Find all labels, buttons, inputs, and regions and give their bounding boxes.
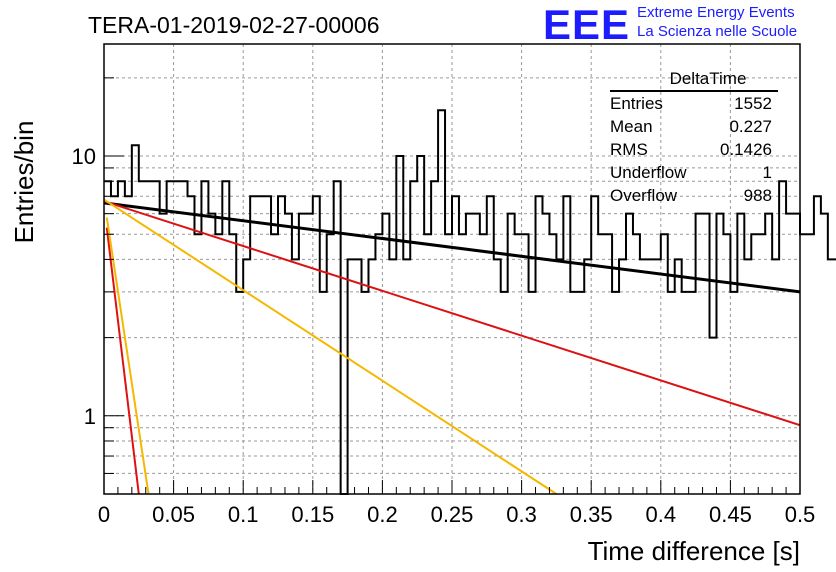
axis-ticks <box>103 77 801 495</box>
y-axis-label: Entries/bin <box>9 121 39 244</box>
stats-value: 1552 <box>734 94 772 113</box>
x-tick-label: 0.4 <box>646 502 677 527</box>
x-tick-label: 0.05 <box>152 502 195 527</box>
x-tick-label: 0.45 <box>709 502 752 527</box>
logo-caption: Extreme Energy Events La Scienza nelle S… <box>637 3 797 41</box>
x-tick-label: 0.2 <box>367 502 398 527</box>
fit-curves <box>103 198 801 495</box>
x-tick-label: 0 <box>98 502 110 527</box>
x-tick-labels: 0 0.05 0.1 0.15 0.2 0.25 0.3 0.35 0.4 0.45 0.5 <box>98 502 815 527</box>
logo-caption-line1: Extreme Energy Events <box>637 4 795 21</box>
logo-caption-line2: La Scienza nelle Scuole <box>637 23 798 40</box>
chart-title: TERA-01-2019-02-27-00006 <box>88 12 380 38</box>
stats-row-mean: Mean 0.227 <box>610 115 778 138</box>
histogram <box>104 109 836 495</box>
fit-line <box>105 227 140 495</box>
histogram-steps <box>104 109 836 495</box>
stats-key: Overflow <box>610 186 678 205</box>
y-tick-label: 10 <box>72 144 96 169</box>
stats-value: 988 <box>743 186 772 205</box>
stats-row-overflow: Overflow 988 <box>610 184 778 207</box>
stats-key: RMS <box>610 140 648 159</box>
x-tick-label: 0.1 <box>228 502 259 527</box>
x-tick-label: 0.5 <box>785 502 816 527</box>
fit-line <box>105 217 150 495</box>
x-tick-label: 0.25 <box>431 502 474 527</box>
y-tick-label: 1 <box>84 404 96 429</box>
stats-key: Underflow <box>610 163 687 182</box>
y-tick-labels: 1 10 <box>72 144 96 429</box>
stats-name: DeltaTime <box>669 69 747 88</box>
stats-rule <box>610 90 778 92</box>
grid-lines <box>104 44 800 495</box>
x-tick-label: 0.35 <box>570 502 613 527</box>
fit-line <box>103 200 801 427</box>
x-tick-label: 0.3 <box>506 502 537 527</box>
stats-row-entries: Entries 1552 <box>610 92 778 115</box>
stats-value: 1 <box>762 163 772 182</box>
stats-value: 0.227 <box>729 117 772 136</box>
stats-row-rms: RMS 0.1426 <box>610 138 778 161</box>
stats-key: Mean <box>610 117 653 136</box>
stats-box: DeltaTime Entries 1552 Mean 0.227 RMS 0.… <box>610 70 778 207</box>
x-axis-label: Time difference [s] <box>588 536 800 566</box>
fit-line <box>103 198 557 495</box>
stats-value: 0.1426 <box>720 140 772 159</box>
x-tick-label: 0.15 <box>291 502 334 527</box>
eee-logo: EEE <box>543 1 631 48</box>
stats-key: Entries <box>610 94 663 113</box>
stats-row-underflow: Underflow 1 <box>610 161 778 184</box>
fit-line <box>103 201 801 294</box>
